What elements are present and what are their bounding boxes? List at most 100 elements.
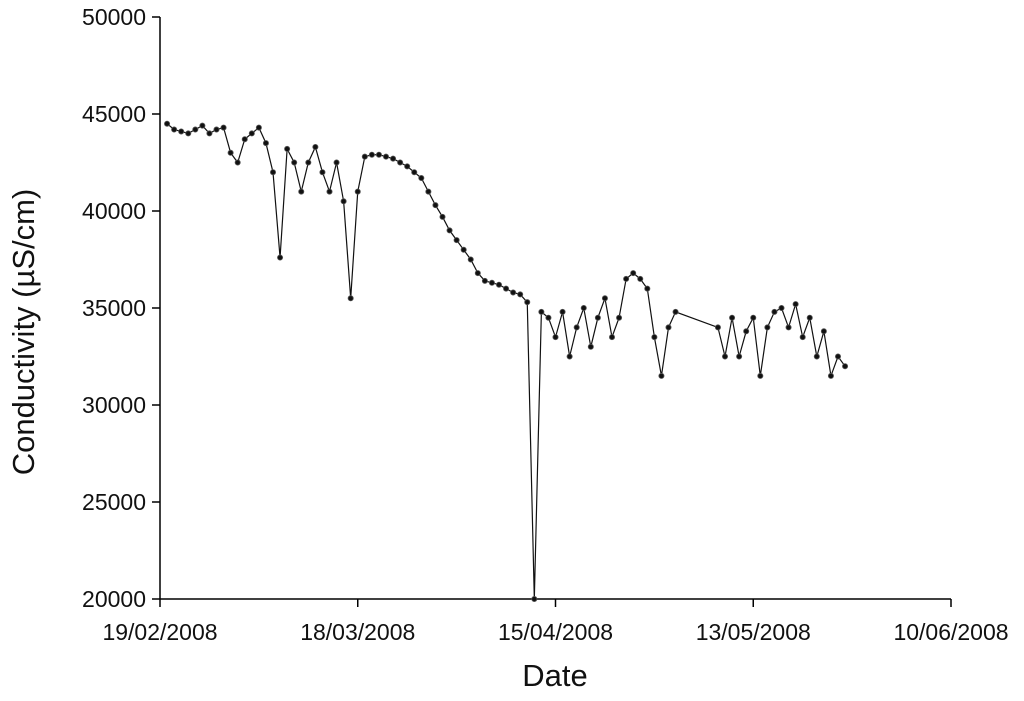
data-point <box>601 295 608 302</box>
data-point <box>743 328 750 335</box>
data-point <box>644 285 651 292</box>
data-point <box>729 314 736 321</box>
data-point <box>665 324 672 331</box>
data-point <box>672 308 679 315</box>
data-point <box>248 130 255 137</box>
data-point <box>792 301 799 308</box>
data-point <box>178 128 185 135</box>
data-point <box>255 124 262 131</box>
data-point <box>714 324 721 331</box>
data-point <box>312 143 319 150</box>
y-tick-label: 35000 <box>82 295 146 321</box>
data-point <box>446 227 453 234</box>
data-point <box>474 270 481 277</box>
x-tick-label: 18/03/2008 <box>300 619 415 645</box>
data-point <box>340 198 347 205</box>
data-point <box>390 155 397 162</box>
data-point <box>382 153 389 160</box>
data-point <box>418 175 425 182</box>
data-point <box>722 353 729 360</box>
data-point <box>820 328 827 335</box>
data-point <box>559 308 566 315</box>
data-point <box>347 295 354 302</box>
data-point <box>552 334 559 341</box>
data-point <box>227 149 234 156</box>
x-tick-label: 13/05/2008 <box>696 619 811 645</box>
data-point <box>481 277 488 284</box>
data-point <box>630 270 637 277</box>
data-point <box>594 314 601 321</box>
data-point <box>488 279 495 286</box>
data-point <box>460 246 467 253</box>
data-point <box>375 151 382 158</box>
x-axis-title: Date <box>522 658 587 693</box>
data-point <box>333 159 340 166</box>
data-point <box>425 188 432 195</box>
data-point <box>269 169 276 176</box>
data-point <box>842 363 849 370</box>
y-tick-label: 45000 <box>82 101 146 127</box>
data-point <box>510 289 517 296</box>
data-point <box>185 130 192 137</box>
data-point <box>319 169 326 176</box>
data-point <box>799 334 806 341</box>
data-point <box>658 372 665 379</box>
data-point <box>164 120 171 127</box>
data-point <box>573 324 580 331</box>
data-point <box>171 126 178 133</box>
data-point <box>439 213 446 220</box>
data-point <box>813 353 820 360</box>
data-point <box>453 237 460 244</box>
data-point <box>651 334 658 341</box>
data-point <box>206 130 213 137</box>
data-point <box>234 159 241 166</box>
data-point <box>220 124 227 131</box>
data-point <box>213 126 220 133</box>
data-point <box>368 151 375 158</box>
x-tick-label: 10/06/2008 <box>893 619 1008 645</box>
data-point <box>291 159 298 166</box>
data-point <box>538 308 545 315</box>
data-point <box>277 254 284 261</box>
y-tick-label: 30000 <box>82 392 146 418</box>
data-point <box>609 334 616 341</box>
data-point <box>432 202 439 209</box>
data-point <box>566 353 573 360</box>
y-tick-label: 40000 <box>82 198 146 224</box>
y-tick-label: 25000 <box>82 489 146 515</box>
data-point <box>361 153 368 160</box>
data-point <box>545 314 552 321</box>
data-point <box>326 188 333 195</box>
data-point <box>305 159 312 166</box>
data-point <box>637 275 644 282</box>
data-point <box>503 285 510 292</box>
data-point <box>587 343 594 350</box>
y-axis-title: Conductivity (µS/cm) <box>6 189 41 476</box>
data-point <box>199 122 206 129</box>
y-tick-label: 20000 <box>82 586 146 612</box>
data-point <box>284 145 291 152</box>
data-point <box>616 314 623 321</box>
data-point <box>750 314 757 321</box>
data-point <box>524 299 531 306</box>
x-tick-label: 15/04/2008 <box>498 619 613 645</box>
data-point <box>623 275 630 282</box>
data-point <box>580 304 587 311</box>
data-point <box>827 372 834 379</box>
data-line <box>166 123 846 600</box>
data-point <box>404 163 411 170</box>
data-point <box>806 314 813 321</box>
data-point <box>771 308 778 315</box>
data-point <box>467 256 474 263</box>
data-point <box>764 324 771 331</box>
data-point <box>835 353 842 360</box>
data-point <box>531 596 538 603</box>
data-point <box>778 304 785 311</box>
data-point <box>517 291 524 298</box>
data-point <box>298 188 305 195</box>
data-point <box>785 324 792 331</box>
data-point <box>736 353 743 360</box>
data-point <box>354 188 361 195</box>
data-point <box>757 372 764 379</box>
